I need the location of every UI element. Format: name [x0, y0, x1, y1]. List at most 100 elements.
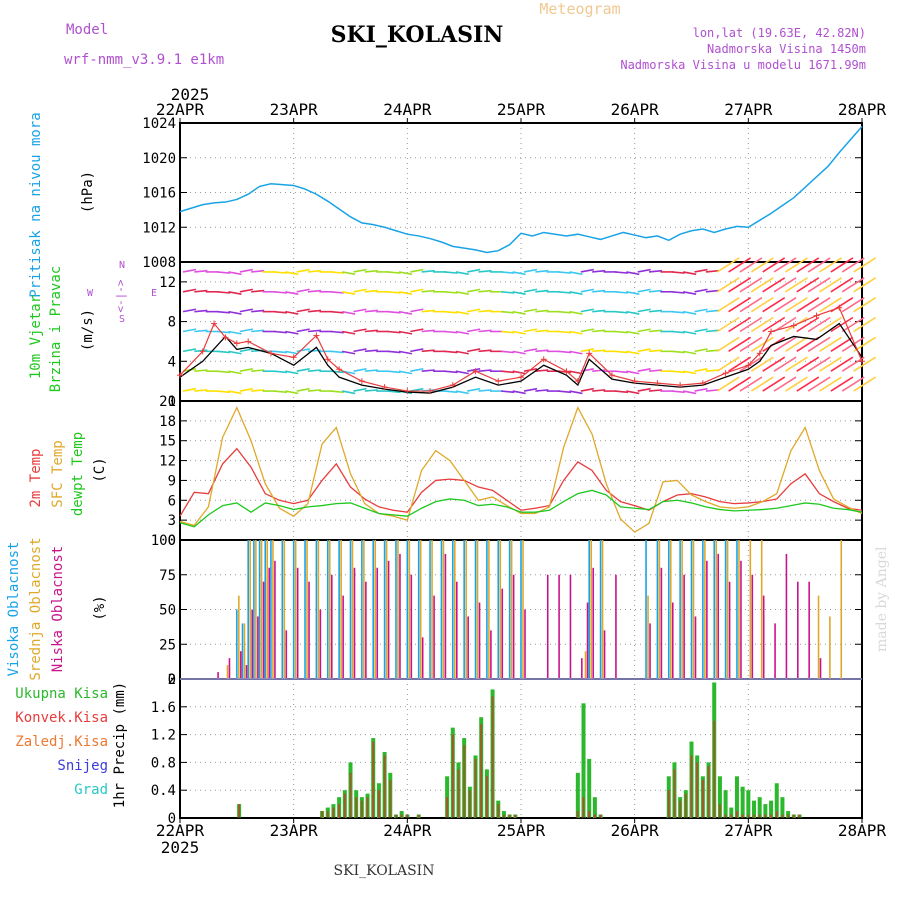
wind-arrow — [535, 269, 549, 273]
x-date-label-top: 27APR — [724, 100, 773, 119]
pressure-line — [179, 125, 863, 254]
wind-arrow — [251, 269, 265, 273]
wind-arrow — [841, 257, 865, 273]
wind-arrow — [841, 376, 865, 392]
wind-arrow — [364, 309, 378, 313]
precip-conv-bar — [707, 765, 710, 818]
precip-total-bar — [780, 797, 785, 818]
wind-arrow — [501, 290, 515, 294]
wind-arrow — [739, 356, 763, 372]
wind-arrow — [762, 277, 786, 293]
precip-legend-3: Snijeg — [57, 758, 108, 774]
wind-arrow — [762, 376, 786, 392]
wind-arrow — [330, 330, 344, 334]
precip-legend-4: Grad — [74, 782, 108, 798]
precip-conv-bar — [582, 797, 585, 818]
precip-conv-bar — [406, 814, 409, 818]
wind-arrow — [478, 389, 492, 392]
wind-arrow — [671, 290, 685, 294]
wind-arrow — [251, 389, 265, 392]
wind-arrow — [592, 349, 606, 353]
precip-conv-bar — [417, 814, 420, 818]
precip-conv-bar — [792, 814, 795, 818]
precip-total-bar — [717, 776, 722, 818]
wind-arrow — [239, 387, 253, 392]
wind-arrow — [478, 309, 492, 313]
wind-arrow — [750, 277, 774, 293]
wind-arrow — [558, 370, 572, 374]
wind-arrow — [830, 277, 854, 293]
wind-arrow — [569, 390, 583, 395]
wind-arrow — [228, 390, 242, 395]
wind-arrow — [239, 308, 253, 313]
wind-arrow — [694, 348, 708, 353]
wind-arrow — [716, 257, 740, 273]
wind-arrow — [819, 296, 842, 313]
precip-conv-bar — [673, 769, 676, 818]
x-date-label-top: 22APR — [156, 100, 205, 119]
precip-conv-bar — [735, 811, 738, 818]
wind-arrow — [421, 269, 435, 273]
wind-arrow — [694, 288, 708, 293]
wind-arrow — [307, 269, 322, 273]
wind-arrow — [773, 296, 797, 313]
wind-arrow — [807, 316, 831, 333]
wind-arrow — [580, 288, 594, 293]
wind-arrow — [637, 368, 651, 373]
precip-conv-bar — [770, 814, 773, 818]
wind-arrow — [716, 296, 740, 313]
wind-arrow — [796, 257, 820, 273]
pressure-unit: (hPa) — [80, 171, 96, 213]
wind-arrow — [841, 356, 865, 372]
wind-arrow — [512, 290, 526, 295]
wind-arrow — [535, 289, 549, 293]
wind-arrow — [217, 350, 231, 354]
wind-arrow — [853, 277, 877, 293]
wind-arrow — [750, 336, 774, 353]
y-tick-label: 3 — [168, 513, 176, 529]
precip-conv-bar — [599, 814, 602, 818]
precip-total-bar — [587, 758, 592, 818]
x-date-label-top: 28APR — [838, 100, 887, 119]
precip-conv-bar — [508, 814, 511, 818]
precip-total-bar — [734, 776, 739, 818]
wind-arrow — [387, 390, 401, 394]
wind-arrow — [523, 348, 538, 353]
wind-arrow — [421, 369, 435, 373]
wind-arrow — [841, 277, 865, 293]
precip-conv-bar — [446, 797, 449, 818]
wind-arrow — [819, 316, 842, 333]
precip-conv-bar — [321, 811, 324, 818]
wind-arrow — [182, 348, 197, 353]
precip-conv-bar — [394, 814, 397, 818]
year-bottom: 2025 — [161, 838, 200, 857]
wind-arrow — [535, 389, 549, 392]
wind-arrow — [353, 268, 367, 273]
wind-arrow — [637, 268, 651, 273]
wind-arrow — [467, 288, 481, 293]
wind-arrow — [467, 387, 481, 392]
wind-arrow — [592, 329, 606, 333]
footer-station: SKI_KOLASIN — [334, 863, 435, 879]
wind-arrow — [807, 336, 831, 353]
wind-arrow — [194, 329, 208, 333]
wind-arrow — [750, 257, 774, 273]
y-tick-label: 0 — [168, 811, 176, 827]
y-tick-label: 12 — [159, 275, 176, 291]
wind-arrow — [217, 310, 231, 314]
y-tick-label: 0.4 — [151, 783, 176, 799]
temp-sfc-label: SFC Temp — [50, 440, 66, 507]
wind-arrow — [716, 356, 740, 372]
wind-arrow — [330, 310, 344, 314]
wind-arrow — [512, 330, 526, 335]
pressure-panel — [179, 125, 863, 254]
wind-arrow — [558, 271, 572, 274]
wind-arrow — [228, 330, 242, 335]
wind-arrow — [682, 290, 697, 295]
wind-arrow — [853, 316, 877, 333]
wind-panel — [177, 257, 877, 395]
wind-arrow — [819, 336, 842, 353]
wind-arrow — [353, 387, 367, 392]
wind-arrow — [728, 336, 752, 353]
wind-arrow — [671, 350, 685, 354]
